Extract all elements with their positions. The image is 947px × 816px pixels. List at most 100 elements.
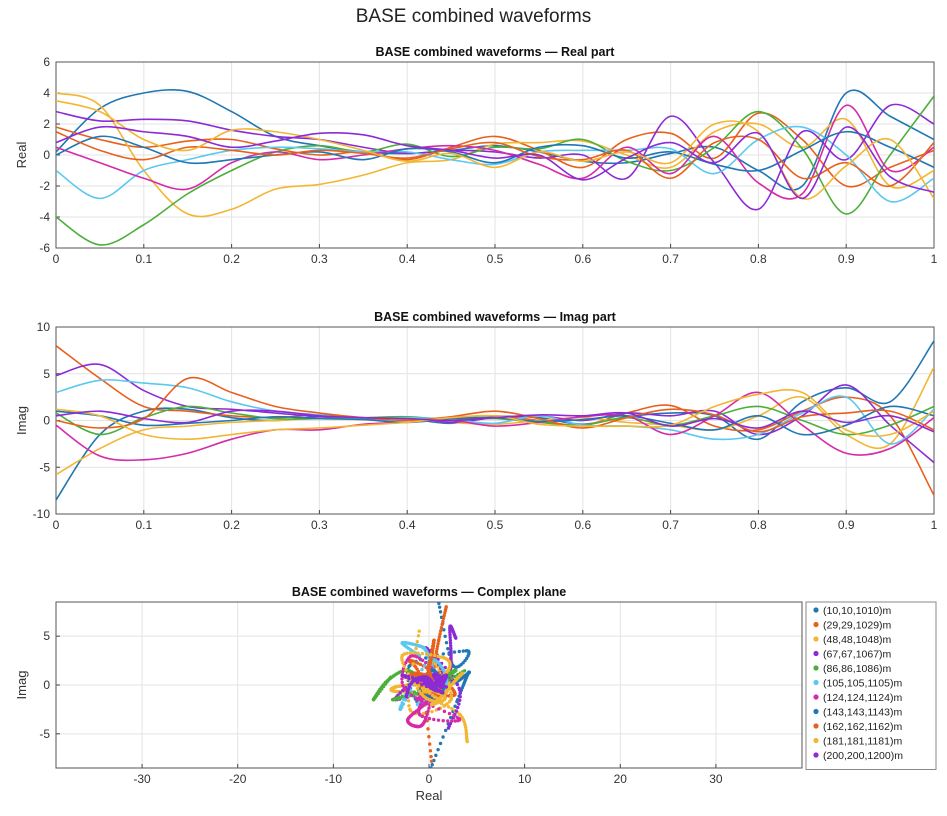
x-tick-label: 0.6 (574, 252, 591, 266)
scatter-point (410, 675, 415, 680)
y-tick-label: 10 (37, 320, 51, 334)
scatter-point (435, 644, 440, 648)
y-axis-label: Imag (14, 671, 29, 700)
scatter-point (462, 669, 467, 673)
scatter-point (443, 728, 448, 733)
scatter-point (437, 605, 442, 609)
x-tick-label: 0.8 (750, 252, 767, 266)
series-line-3 (56, 92, 934, 218)
scatter-point (464, 730, 469, 734)
y-tick-label: 6 (43, 55, 50, 69)
scatter-point (406, 672, 410, 676)
scatter-point (426, 679, 430, 684)
scatter-point (441, 735, 445, 739)
y-tick-label: -10 (33, 507, 51, 521)
scatter-point (428, 742, 432, 746)
scatter-point (436, 641, 440, 646)
scatter-point (442, 628, 446, 632)
scatter-point (409, 693, 414, 697)
legend-marker (813, 607, 819, 613)
scatter-point (424, 652, 429, 656)
axes-1: 0 0.1 0.2 0.3 0.4 0.5 0.6 0.7 0.8 0.9 1 -6 -4 -2 0 2 4 6 B… (14, 45, 938, 266)
scatter-point (423, 660, 428, 665)
scatter-point (425, 701, 429, 706)
scatter-point (422, 663, 427, 668)
scatter-point (414, 692, 419, 696)
data-layer (56, 89, 934, 246)
scatter-point (446, 705, 451, 709)
scatter-point (417, 656, 422, 661)
legend-marker (813, 723, 819, 729)
x-tick-label: 0 (53, 252, 60, 266)
legend-label: (105,105,1105)m (823, 678, 902, 690)
scatter-point (401, 661, 405, 665)
scatter-point (402, 664, 406, 669)
scatter-point (406, 699, 411, 703)
legend-box (805, 601, 937, 770)
data-layer (371, 602, 471, 768)
scatter-point (400, 655, 404, 660)
x-tick-label: 0.5 (487, 518, 504, 532)
y-tick-label: 0 (43, 414, 50, 428)
scatter-point (426, 709, 430, 713)
legend-label: (200,200,1200)m (823, 750, 903, 762)
scatter-point (436, 718, 441, 722)
x-tick-label: 0.8 (750, 518, 767, 532)
scatter-point (457, 649, 461, 654)
scatter-point (400, 677, 404, 681)
scatter-point (450, 676, 454, 680)
x-tick-label: 30 (709, 772, 723, 786)
x-tick-label: 0.9 (838, 252, 855, 266)
scatter-point (429, 766, 433, 768)
scatter-point (405, 658, 410, 662)
scatter-point (424, 689, 428, 693)
legend-marker (813, 665, 819, 671)
scatter-point (458, 695, 462, 699)
axes-frame (55, 601, 803, 769)
axes-title: BASE combined waveforms — Imag part (374, 310, 617, 324)
x-tick-label: 0.7 (662, 518, 679, 532)
figure-title: BASE combined waveforms (355, 6, 592, 27)
scatter-point (405, 651, 409, 655)
series-line-6 (56, 379, 934, 445)
scatter-point (416, 684, 421, 688)
scatter-point (436, 747, 440, 752)
scatter-point (428, 749, 433, 753)
scatter-point (457, 688, 462, 692)
scatter-point (452, 713, 456, 718)
scatter-point (456, 705, 460, 710)
scatter-point (400, 680, 404, 685)
scatter-point (433, 695, 438, 699)
scatter-point (448, 715, 453, 720)
y-tick-label: 0 (43, 148, 50, 162)
scatter-point (443, 634, 447, 638)
series-line-3 (56, 366, 934, 476)
y-tick-label: 0 (43, 678, 50, 692)
scatter-point (436, 682, 441, 687)
scatter-point (458, 691, 462, 695)
x-tick-label: 0.2 (223, 518, 240, 532)
axes-3: -30 -20 -10 0 10 20 30 -5 0 5 BASE combined wavefo… (14, 585, 803, 803)
legend-marker (813, 679, 819, 686)
scatter-point (442, 613, 446, 618)
scatter-point (424, 656, 428, 660)
scatter-point (457, 702, 461, 706)
legend-marker (813, 650, 819, 657)
scatter-point (433, 681, 437, 686)
series-line-10 (56, 389, 934, 441)
scatter-point (426, 727, 430, 731)
scatter-point (430, 763, 434, 767)
axes-2: 0 0.1 0.2 0.3 0.4 0.5 0.6 0.7 0.8 0.9 1 -10 -5 0 5 10 BA… (14, 310, 938, 532)
scatter-point (463, 658, 467, 663)
scatter-point (437, 602, 441, 606)
x-tick-label: 0.5 (487, 252, 504, 266)
scatter-point (427, 716, 432, 721)
scatter-point (411, 662, 415, 666)
x-tick-label: 0.3 (311, 252, 328, 266)
scatter-point (418, 703, 423, 707)
series-line-5 (56, 95, 934, 246)
scatter-point (427, 735, 431, 739)
scatter-point (412, 651, 416, 655)
legend-marker (813, 636, 819, 642)
